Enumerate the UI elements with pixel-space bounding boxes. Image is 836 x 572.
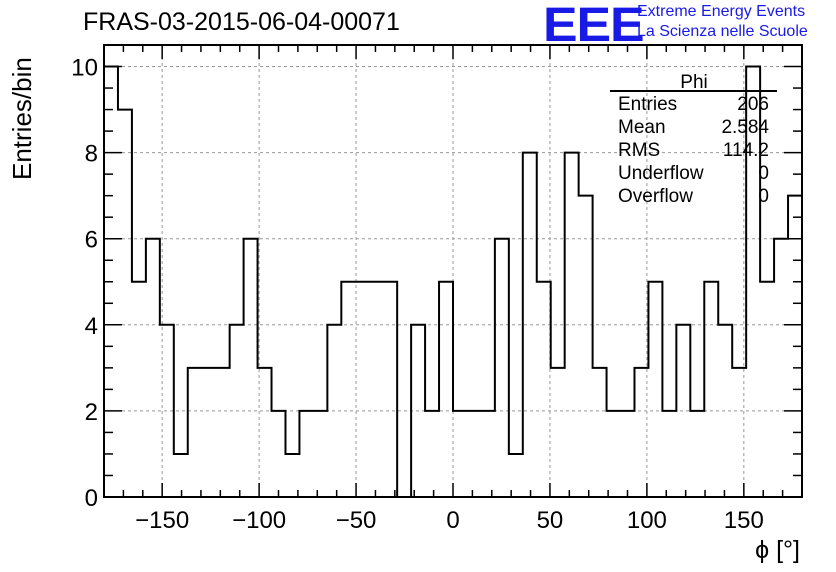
stats-value: 0: [758, 163, 769, 184]
stats-value: 2.584: [721, 117, 769, 138]
y-tick-labels: 0 2 4 6 8 10: [71, 55, 98, 512]
x-tick-label: 150: [724, 507, 764, 534]
stats-value: 0: [758, 186, 769, 207]
x-axis-label: ϕ [°]: [755, 536, 800, 564]
x-tick-label: 50: [537, 507, 564, 534]
stats-label: Overflow: [618, 186, 693, 207]
stats-title: Phi: [680, 72, 707, 93]
x-tick-label: 100: [627, 507, 667, 534]
stats-label: Entries: [618, 94, 677, 115]
stats-value: 114.2: [723, 140, 769, 161]
grid-lines: [104, 45, 802, 497]
stats-label: RMS: [618, 140, 660, 161]
y-tick-label: 10: [71, 55, 98, 82]
axis-ticks: [103, 44, 803, 498]
y-axis-label: Entries/bin: [7, 57, 37, 180]
stats-value: 206: [737, 94, 769, 115]
logo-subtitle-line1: Extreme Energy Events: [637, 3, 806, 20]
y-tick-label: 8: [85, 141, 98, 168]
x-tick-label: 0: [446, 507, 459, 534]
chart-title: FRAS-03-2015-06-04-00071: [83, 8, 400, 36]
x-tick-labels: −150 −100 −50 0 50 100 150: [135, 507, 764, 534]
histogram-series: [103, 65, 803, 498]
stats-label: Underflow: [618, 163, 704, 184]
x-tick-label: −150: [135, 507, 189, 534]
x-tick-label: −50: [336, 507, 377, 534]
y-tick-label: 0: [85, 485, 98, 512]
logo-subtitle-line2: La Scienza nelle Scuole: [637, 23, 808, 40]
stats-label: Mean: [618, 117, 666, 138]
eee-logo: EEE: [543, 0, 645, 52]
stats-box: Phi Entries 206 Mean 2.584 RMS 114.2 Underflow…: [610, 72, 777, 207]
x-tick-label: −100: [232, 507, 286, 534]
y-tick-label: 6: [85, 227, 98, 254]
y-tick-label: 2: [85, 399, 98, 426]
y-tick-label: 4: [85, 313, 98, 340]
